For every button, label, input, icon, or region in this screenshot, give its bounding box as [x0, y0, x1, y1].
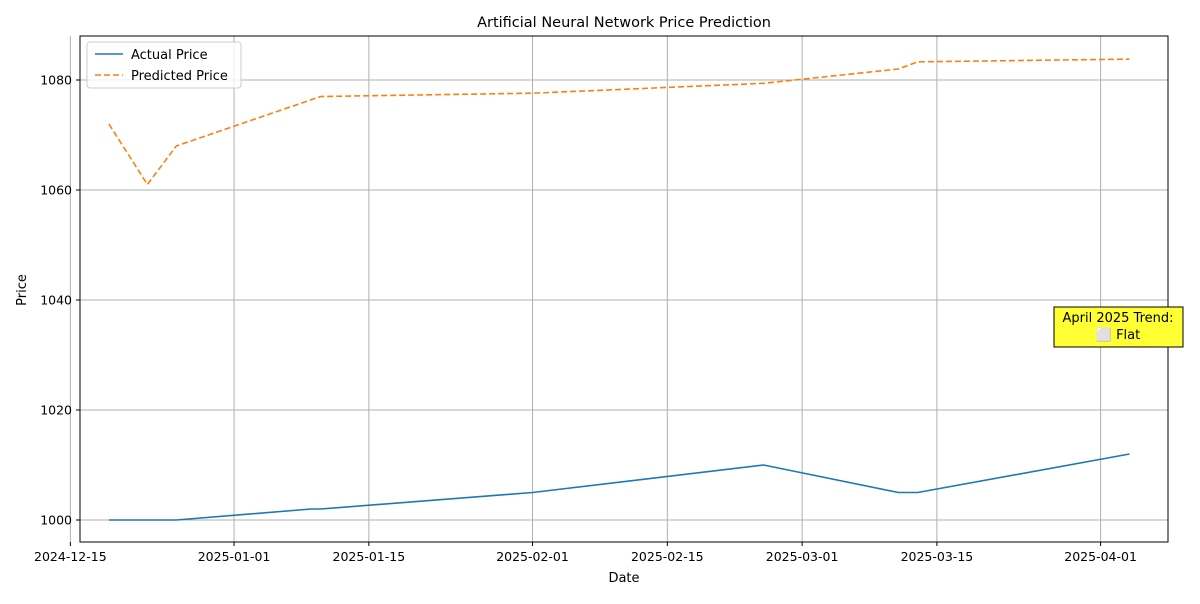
legend-label-predicted-price: Predicted Price: [131, 69, 228, 84]
x-tick-label: 2025-01-01: [198, 549, 271, 564]
legend-label-actual-price: Actual Price: [131, 48, 208, 63]
chart-title: Artificial Neural Network Price Predicti…: [477, 15, 771, 31]
x-tick-label: 2025-03-15: [901, 549, 974, 564]
series-lines: [108, 58, 1130, 521]
x-tick-label: 2025-03-01: [766, 549, 839, 564]
y-axis-label: Price: [15, 274, 30, 306]
plot-frame: [79, 35, 1169, 543]
trend-annotation-box: [1053, 306, 1184, 348]
x-tick-label: 2025-02-01: [496, 549, 569, 564]
y-tick-label: 1040: [40, 293, 72, 308]
trend-annotation-line1: April 2025 Trend:: [1062, 311, 1173, 326]
x-tick-label: 2024-12-15: [34, 549, 107, 564]
y-tick-label: 1000: [40, 513, 72, 528]
axis-ticks: 2024-12-15 2025-01-01 2025-01-15 2025-02-01…: [34, 73, 1137, 565]
series-line-predicted-price: [108, 58, 1130, 186]
legend-box: [86, 41, 242, 89]
y-tick-label: 1060: [40, 183, 72, 198]
grid-lines: [69, 36, 1168, 542]
x-axis-label: Date: [608, 571, 639, 586]
x-tick-label: 2025-02-15: [631, 549, 704, 564]
x-tick-label: 2025-04-01: [1064, 549, 1137, 564]
x-tick-label: 2025-01-15: [333, 549, 406, 564]
trend-annotation-line2: ⬜ Flat: [1096, 327, 1140, 343]
legend: Actual Price Predicted Price: [86, 41, 242, 89]
trend-annotation: April 2025 Trend: ⬜ Flat: [1053, 306, 1184, 348]
series-line-actual-price: [108, 453, 1130, 521]
y-tick-label: 1080: [40, 73, 72, 88]
y-tick-label: 1020: [40, 403, 72, 418]
